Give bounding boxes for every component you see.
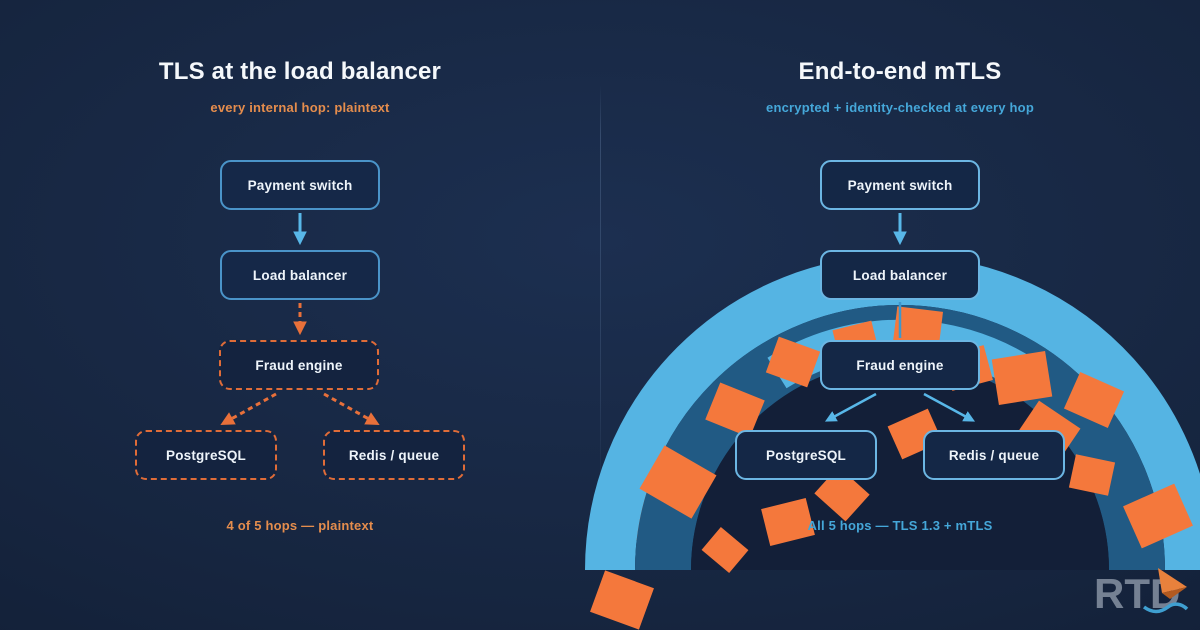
left-panel-subtitle: every internal hop: plaintext — [210, 100, 390, 115]
node-payment-switch-right: Payment switch — [820, 160, 980, 210]
node-redis-queue-right: Redis / queue — [923, 430, 1065, 480]
left-panel-caption: 4 of 5 hops — plaintext — [226, 518, 374, 533]
attack-confetti — [1068, 454, 1116, 496]
node-fraud-engine-right: Fraud engine — [820, 340, 980, 390]
wave-icon — [1142, 602, 1189, 614]
node-redis-queue-left: Redis / queue — [323, 430, 465, 480]
attack-confetti — [701, 526, 749, 574]
left-panel-title: TLS at the load balancer — [158, 58, 442, 85]
right-panel-title: End-to-end mTLS — [798, 58, 1002, 85]
node-load-balancer-left: Load balancer — [220, 250, 380, 300]
right-panel-caption: All 5 hops — TLS 1.3 + mTLS — [807, 518, 993, 533]
attack-confetti — [892, 306, 944, 348]
node-postgresql-left: PostgreSQL — [135, 430, 277, 480]
attack-confetti — [761, 498, 815, 546]
attack-confetti — [991, 351, 1053, 405]
attack-confetti — [765, 336, 821, 388]
arrow-fraud-to-postgres-right — [824, 392, 877, 422]
paper-plane-icon — [1158, 568, 1187, 593]
attack-confetti — [705, 382, 765, 438]
paper-plane-fold — [1162, 587, 1187, 599]
node-fraud-engine-left: Fraud engine — [219, 340, 379, 390]
arrow-fraud-to-redis-right — [923, 392, 976, 422]
attack-confetti — [1063, 371, 1125, 429]
attack-confetti — [814, 466, 870, 522]
brand-logo: RTD — [1094, 568, 1189, 617]
attack-confetti — [590, 570, 654, 630]
node-payment-switch-left: Payment switch — [220, 160, 380, 210]
node-load-balancer-right: Load balancer — [820, 250, 980, 300]
left-flow-arrows — [220, 213, 380, 426]
arrow-fraud-to-redis-left — [323, 392, 380, 426]
node-postgresql-right: PostgreSQL — [735, 430, 877, 480]
attack-confetti — [1123, 483, 1193, 549]
right-panel-subtitle: encrypted + identity-checked at every ho… — [766, 100, 1034, 115]
right-flow-arrows — [824, 213, 976, 422]
arrow-fraud-to-postgres-left — [220, 392, 277, 426]
attack-confetti — [639, 445, 717, 519]
panel-divider — [600, 85, 601, 505]
